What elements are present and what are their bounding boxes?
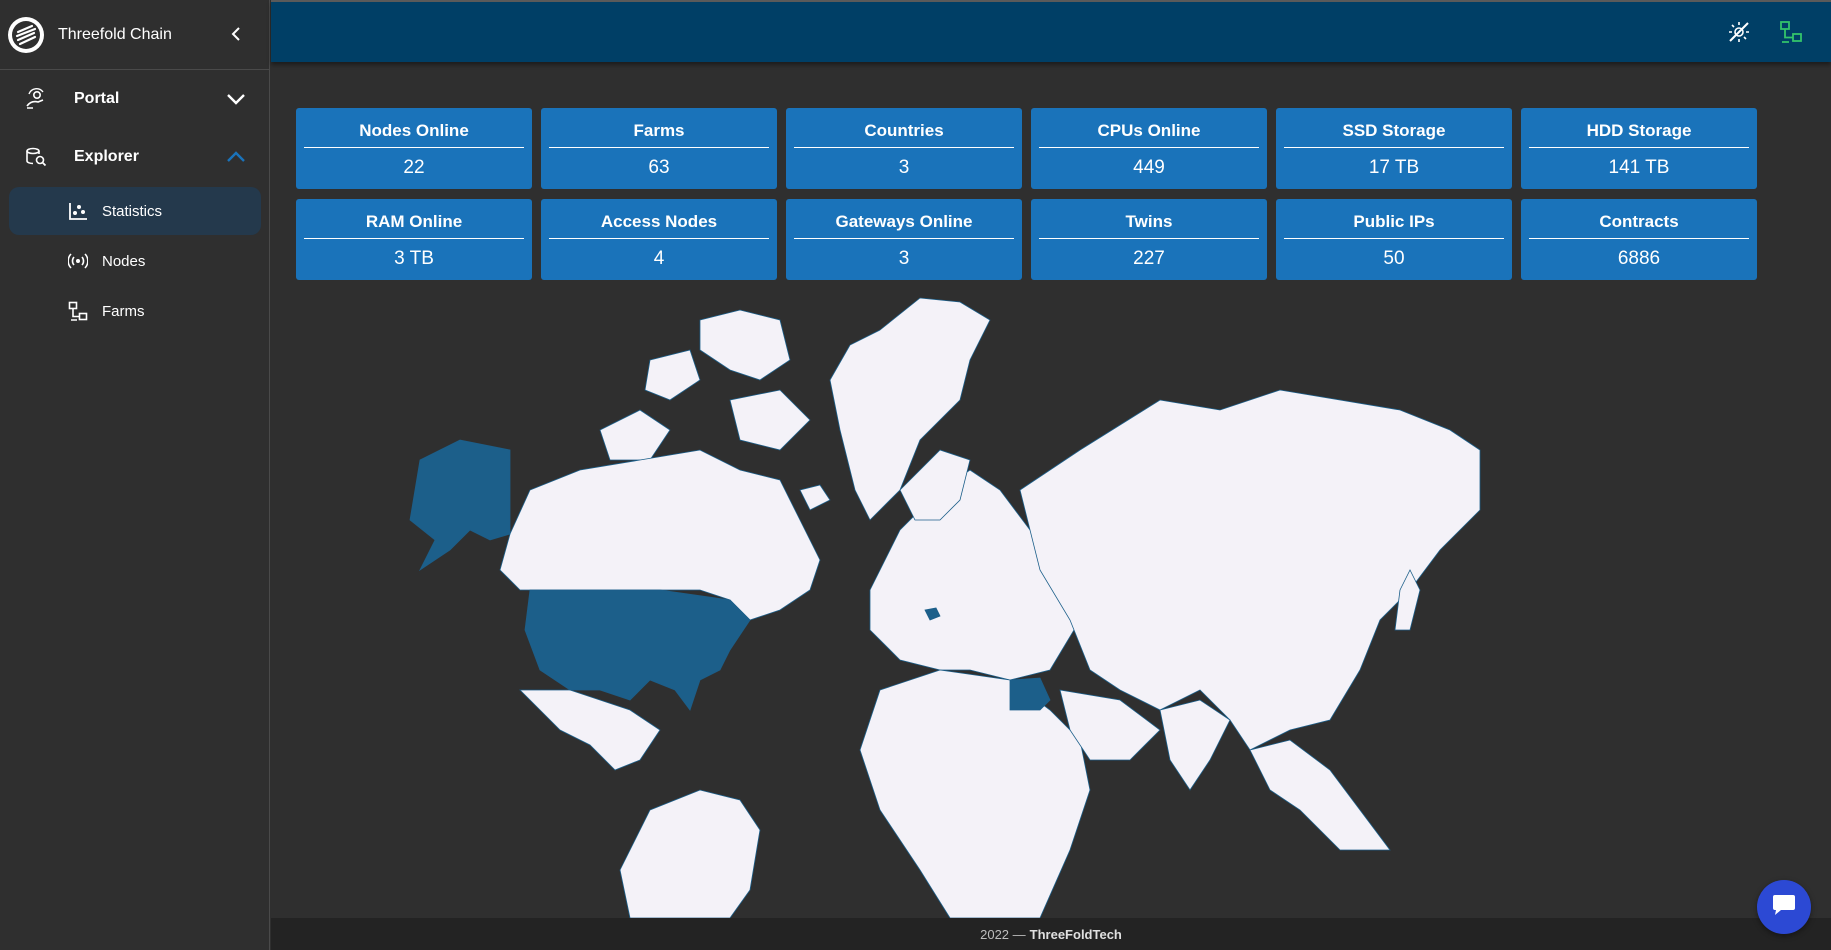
collapse-sidebar-icon[interactable]	[228, 22, 244, 46]
stat-label: HDD Storage	[1529, 108, 1749, 148]
top-app-bar	[271, 0, 1831, 62]
sidebar-item-label: Nodes	[102, 252, 146, 270]
statistics-icon	[68, 201, 88, 221]
sidebar-item-label: Statistics	[102, 202, 163, 220]
map-country-greenland[interactable]	[829, 297, 991, 521]
stat-value: 227	[1133, 248, 1165, 269]
map-country-arabia[interactable]	[1059, 689, 1161, 761]
map-country-egypt[interactable]	[1009, 677, 1051, 711]
stat-card-nodes-online: Nodes Online 22	[296, 108, 532, 189]
sidebar-group-label: Portal	[74, 90, 120, 107]
stat-card-twins: Twins 227	[1031, 199, 1267, 280]
map-country-iceland[interactable]	[799, 484, 831, 511]
map-country-india[interactable]	[1159, 699, 1231, 791]
map-country-mexico[interactable]	[519, 689, 661, 771]
footer: 2022 — ThreeFoldTech	[271, 918, 1831, 950]
map-country-alaska[interactable]	[409, 439, 511, 572]
theme-toggle-icon[interactable]	[1727, 20, 1751, 44]
stat-label: Twins	[1039, 199, 1259, 239]
stat-card-ssd-storage: SSD Storage 17 TB	[1276, 108, 1512, 189]
map-country-united-states[interactable]	[524, 589, 751, 711]
sidebar-group-label: Explorer	[74, 148, 139, 165]
sidebar-item-statistics[interactable]: Statistics	[0, 186, 269, 236]
threefold-logo-icon[interactable]	[8, 16, 44, 53]
map-country-japan[interactable]	[1394, 569, 1421, 631]
chat-button[interactable]	[1757, 880, 1811, 934]
sidebar-brand: Threefold Chain	[0, 0, 269, 70]
footer-company: ThreeFoldTech	[1029, 926, 1122, 942]
map-country-canada-islands[interactable]	[599, 309, 811, 461]
stat-label: Countries	[794, 108, 1014, 148]
stat-label: Nodes Online	[304, 108, 524, 148]
stat-label: RAM Online	[304, 199, 524, 239]
stat-value: 141 TB	[1608, 157, 1670, 178]
stat-value: 3	[898, 157, 910, 178]
stat-label: CPUs Online	[1039, 108, 1259, 148]
stat-label: Gateways Online	[794, 199, 1014, 239]
stat-label: Access Nodes	[549, 199, 769, 239]
map-country-africa[interactable]	[859, 669, 1091, 918]
map-country-scandinavia[interactable]	[899, 449, 971, 521]
farms-icon	[68, 301, 88, 321]
stat-value: 17 TB	[1368, 157, 1420, 178]
map-country-south-america[interactable]	[619, 789, 761, 918]
map-country-southeast-asia[interactable]	[1249, 739, 1391, 851]
stat-card-ram-online: RAM Online 3 TB	[296, 199, 532, 280]
map-country-belgium[interactable]	[924, 607, 941, 621]
footer-year: 2022 —	[980, 926, 1026, 942]
stat-value: 50	[1383, 248, 1405, 269]
app-title: Threefold Chain	[58, 25, 172, 43]
portal-icon	[24, 87, 48, 111]
network-icon[interactable]	[1779, 20, 1803, 44]
stat-value: 449	[1133, 157, 1165, 178]
sidebar-group-explorer[interactable]: Explorer	[0, 128, 269, 186]
explorer-icon	[24, 145, 48, 169]
stat-label: Contracts	[1529, 199, 1749, 239]
stat-card-public-ips: Public IPs 50	[1276, 199, 1512, 280]
stat-label: Public IPs	[1284, 199, 1504, 239]
stat-card-gateways-online: Gateways Online 3	[786, 199, 1022, 280]
map-country-russia-asia[interactable]	[1019, 389, 1481, 751]
sidebar: Threefold Chain Portal Explorer Statisti…	[0, 0, 270, 950]
chevron-down-icon[interactable]	[224, 87, 248, 111]
sidebar-item-farms[interactable]: Farms	[0, 286, 269, 336]
sidebar-item-label: Farms	[102, 302, 145, 320]
chevron-up-icon[interactable]	[224, 145, 248, 169]
stat-card-hdd-storage: HDD Storage 141 TB	[1521, 108, 1757, 189]
stat-value: 22	[403, 157, 425, 178]
stat-card-access-nodes: Access Nodes 4	[541, 199, 777, 280]
stat-label: Farms	[549, 108, 769, 148]
stat-label: SSD Storage	[1284, 108, 1504, 148]
nodes-icon	[67, 251, 89, 271]
stat-card-countries: Countries 3	[786, 108, 1022, 189]
sidebar-item-nodes[interactable]: Nodes	[0, 236, 269, 286]
chat-bubble-icon	[1771, 893, 1797, 922]
stat-card-farms: Farms 63	[541, 108, 777, 189]
stat-card-cpus-online: CPUs Online 449	[1031, 108, 1267, 189]
stat-card-contracts: Contracts 6886	[1521, 199, 1757, 280]
stat-value: 63	[648, 157, 670, 178]
stat-value: 4	[653, 248, 665, 269]
statistics-cards: Nodes Online 22 Farms 63 Countries 3 CPUs O…	[296, 108, 1758, 280]
sidebar-group-portal[interactable]: Portal	[0, 70, 269, 128]
stat-value: 3 TB	[394, 248, 434, 269]
world-map	[400, 290, 1670, 918]
stat-value: 6886	[1617, 248, 1661, 269]
stat-value: 3	[898, 248, 910, 269]
